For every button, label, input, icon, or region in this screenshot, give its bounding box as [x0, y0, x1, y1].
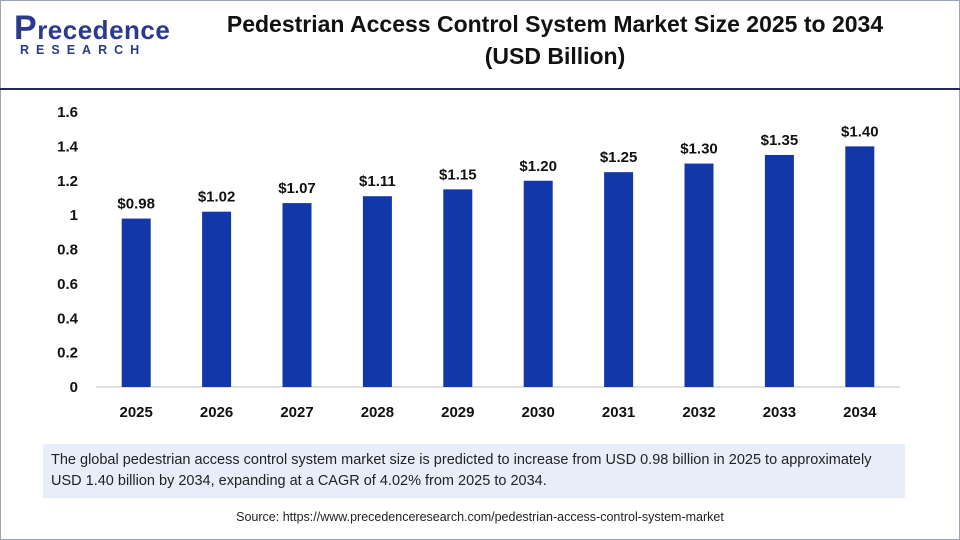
y-tick-label: 1.6 — [57, 104, 78, 121]
x-tick-label-2027: 2027 — [280, 404, 313, 421]
data-labels: $0.98 $1.02 $1.07 $1.11 $1.15 $1.20 $1.25 $1.30… — [117, 123, 878, 212]
chart-title-line1: Pedestrian Access Control System Market … — [226, 11, 884, 37]
x-tick-label-2033: 2033 — [763, 404, 796, 421]
x-tick-label-2032: 2032 — [682, 404, 715, 421]
source-text: Source: https://www.precedenceresearch.c… — [236, 510, 724, 524]
y-tick-label: 0.4 — [57, 310, 79, 327]
bar-2028 — [362, 196, 392, 387]
y-tick-label: 0.2 — [57, 345, 78, 362]
x-tick-label-2029: 2029 — [441, 404, 474, 421]
data-label-2026: $1.02 — [198, 189, 236, 206]
chart-title-line2: (USD Billion) — [484, 43, 626, 69]
x-axis: 2025 2026 2027 2028 2029 2030 2031 2032 2033 2034 — [120, 404, 878, 421]
data-label-2027: $1.07 — [278, 180, 316, 197]
x-tick-label-2026: 2026 — [200, 404, 233, 421]
bars — [121, 146, 875, 387]
data-label-2034: $1.40 — [841, 123, 879, 140]
y-tick-label: 1 — [70, 207, 78, 224]
bar-2026 — [202, 211, 232, 387]
brand-logo: Precedence RESEARCH — [14, 11, 170, 66]
bar-2032 — [684, 163, 714, 387]
x-tick-label-2025: 2025 — [120, 404, 153, 421]
logo-initial: P — [14, 9, 38, 47]
y-tick-label: 0 — [70, 379, 78, 396]
bar-2030 — [523, 180, 553, 387]
x-tick-label-2030: 2030 — [522, 404, 555, 421]
data-label-2029: $1.15 — [439, 166, 477, 183]
bar-2025 — [121, 218, 151, 387]
summary-note: The global pedestrian access control sys… — [43, 444, 905, 498]
y-tick-label: 0.8 — [57, 242, 78, 259]
data-label-2033: $1.35 — [761, 132, 799, 149]
y-tick-label: 1.4 — [57, 138, 79, 155]
data-label-2031: $1.25 — [600, 149, 638, 166]
title-divider — [0, 88, 960, 90]
bar-2033 — [764, 154, 794, 387]
data-label-2032: $1.30 — [680, 141, 718, 158]
logo-subword: RESEARCH — [20, 43, 147, 57]
x-tick-label-2034: 2034 — [843, 404, 877, 421]
bar-2027 — [282, 203, 312, 387]
logo-wordmark: Precedence — [14, 11, 170, 45]
bar-2034 — [845, 146, 875, 387]
data-label-2025: $0.98 — [117, 196, 155, 213]
x-tick-label-2028: 2028 — [361, 404, 394, 421]
y-tick-label: 0.6 — [57, 276, 78, 293]
bar-2029 — [443, 189, 473, 387]
bar-2031 — [604, 172, 634, 387]
y-axis: 0 0.2 0.4 0.6 0.8 1 1.2 1.4 1.6 — [57, 104, 79, 396]
logo-word: recedence — [37, 15, 171, 45]
data-label-2030: $1.20 — [519, 158, 557, 175]
y-tick-label: 1.2 — [57, 173, 78, 190]
data-label-2028: $1.11 — [359, 173, 396, 190]
x-tick-label-2031: 2031 — [602, 404, 635, 421]
chart-title: Pedestrian Access Control System Market … — [200, 8, 910, 72]
bar-chart: 00.20.40.60.811.21.41.6 $0.98 $1.02$1.07 $… — [57, 104, 900, 421]
